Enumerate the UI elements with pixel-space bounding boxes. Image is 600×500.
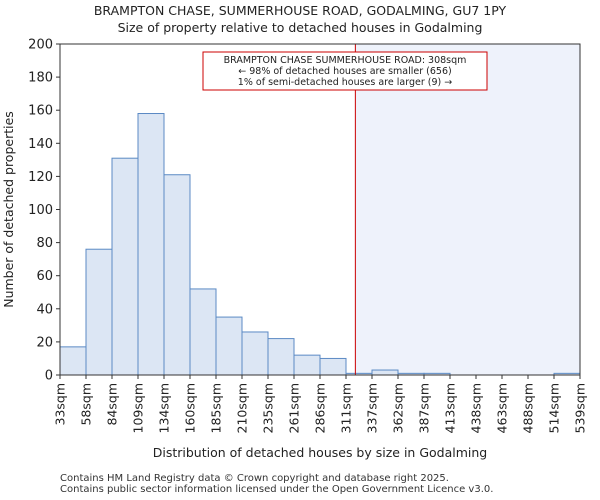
y-tick-label-20: 20 [36, 335, 53, 350]
annotation-box [202, 51, 488, 91]
x-tick-label-185sqm: 185sqm [209, 383, 224, 433]
y-tick-label-160: 160 [28, 104, 53, 119]
y-axis-label: Number of detached properties [1, 111, 16, 308]
y-tick-label-140: 140 [28, 137, 53, 152]
x-tick-label-109sqm: 109sqm [131, 383, 146, 433]
x-tick-label-387sqm: 387sqm [417, 383, 432, 433]
y-tick-label-180: 180 [28, 71, 53, 86]
bar-134sqm [163, 174, 191, 376]
x-tick-label-539sqm: 539sqm [573, 383, 588, 433]
chart-subtitle: Size of property relative to detached ho… [117, 20, 483, 35]
bar-84sqm [111, 157, 139, 376]
annotation-line-2: ← 98% of detached houses are smaller (65… [238, 66, 451, 77]
y-tick-label-40: 40 [36, 302, 53, 317]
x-tick-label-488sqm: 488sqm [521, 383, 536, 433]
x-tick-label-160sqm: 160sqm [183, 383, 198, 433]
y-tick-label-100: 100 [28, 203, 53, 218]
footer-line-2: Contains public sector information licen… [60, 484, 494, 495]
x-tick-label-337sqm: 337sqm [365, 383, 380, 433]
y-tick-label-80: 80 [36, 236, 53, 251]
bar-33sqm [59, 346, 87, 376]
chart-title: BRAMPTON CHASE, SUMMERHOUSE ROAD, GODALM… [93, 3, 507, 18]
annotation-line-3: 1% of semi-detached houses are larger (9… [238, 77, 452, 88]
highlight-region [355, 44, 580, 375]
y-tick-label-60: 60 [36, 269, 53, 284]
x-tick-label-311sqm: 311sqm [339, 383, 354, 433]
x-tick-label-84sqm: 84sqm [105, 383, 120, 426]
x-tick-label-463sqm: 463sqm [495, 383, 510, 433]
x-tick-label-134sqm: 134sqm [157, 383, 172, 433]
bar-286sqm [319, 357, 347, 376]
y-tick-label-200: 200 [28, 38, 53, 53]
x-tick-label-58sqm: 58sqm [79, 383, 94, 426]
x-tick-label-438sqm: 438sqm [469, 383, 484, 433]
bar-337sqm [371, 369, 399, 376]
x-tick-label-362sqm: 362sqm [391, 383, 406, 433]
x-tick-label-514sqm: 514sqm [547, 383, 562, 433]
bar-235sqm [267, 338, 295, 376]
y-tick-label-120: 120 [28, 170, 53, 185]
bar-261sqm [293, 354, 321, 376]
x-tick-label-235sqm: 235sqm [261, 383, 276, 433]
annotation-line-1: BRAMPTON CHASE SUMMERHOUSE ROAD: 308sqm [224, 55, 467, 66]
y-tick-label-0: 0 [45, 369, 53, 384]
x-tick-label-286sqm: 286sqm [313, 383, 328, 433]
bar-109sqm [137, 113, 165, 376]
x-axis-label: Distribution of detached houses by size … [153, 445, 487, 460]
bar-185sqm [215, 316, 243, 376]
x-tick-label-210sqm: 210sqm [235, 383, 250, 433]
x-tick-label-261sqm: 261sqm [287, 383, 302, 433]
footer-line-1: Contains HM Land Registry data © Crown c… [60, 473, 449, 484]
bar-160sqm [189, 288, 217, 376]
x-tick-label-33sqm: 33sqm [53, 383, 68, 426]
bar-58sqm [85, 248, 113, 376]
x-tick-label-413sqm: 413sqm [443, 383, 458, 433]
bar-210sqm [241, 331, 269, 376]
